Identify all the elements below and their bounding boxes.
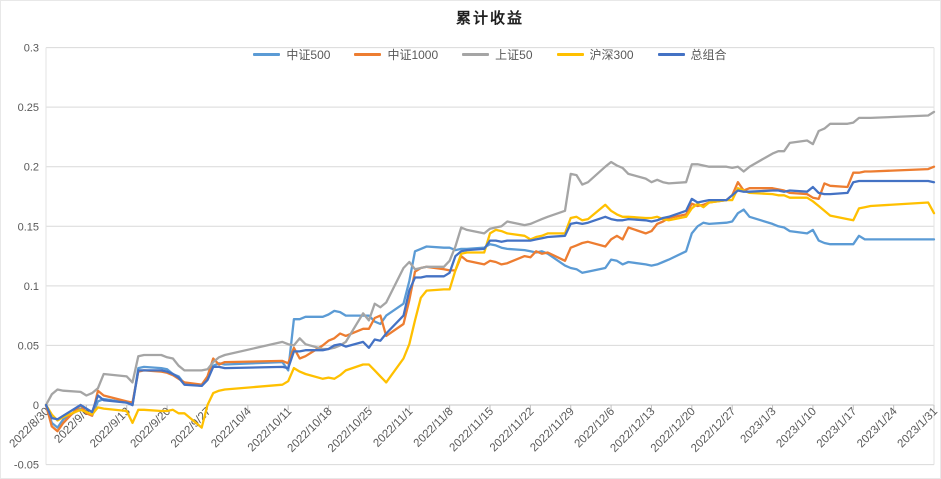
series-line-沪深300 <box>44 187 936 429</box>
x-axis-tick-label: 2022/11/1 <box>371 406 415 450</box>
legend-item-shangzheng50: 上证50 <box>462 46 533 63</box>
legend-item-hushen300: 沪深300 <box>556 46 634 63</box>
legend-item-zhongzheng1000: 中证1000 <box>354 46 438 63</box>
series-line-中证1000 <box>44 165 936 433</box>
y-axis-tick-label: 0.05 <box>18 340 39 352</box>
x-axis-tick-label: 2023/1/24 <box>855 405 900 450</box>
legend-item-zongzuhe: 总组合 <box>657 46 727 63</box>
series-line-上证50 <box>44 110 936 407</box>
y-axis-tick-label: -0.05 <box>14 460 39 472</box>
legend-label-hushen300: 沪深300 <box>589 48 634 62</box>
legend-label-zhongzheng500: 中证500 <box>286 48 331 62</box>
y-axis-tick-label: 0.25 <box>18 102 39 114</box>
y-axis-tick-label: 0.15 <box>18 221 39 233</box>
legend-swatch-zhongzheng500 <box>253 53 281 56</box>
legend-label-zhongzheng1000: 中证1000 <box>387 48 439 62</box>
y-axis-tick-label: 0.3 <box>24 43 39 55</box>
legend-swatch-zongzuhe <box>657 53 685 56</box>
legend-item-zhongzheng500: 中证500 <box>253 46 330 63</box>
legend-swatch-shangzheng50 <box>462 53 490 56</box>
legend-label-shangzheng50: 上证50 <box>495 48 533 62</box>
x-axis-tick-label: 2023/1/17 <box>815 406 860 451</box>
y-axis-tick-label: 0.2 <box>24 162 39 174</box>
legend-swatch-zhongzheng1000 <box>354 53 382 56</box>
x-axis-tick-label: 2023/1/10 <box>774 406 819 451</box>
x-axis-tick-label: 2022/8/30 <box>7 406 52 451</box>
x-axis-tick-label: 2022/11/29 <box>528 406 577 455</box>
legend-label-zongzuhe: 总组合 <box>690 48 727 62</box>
legend-swatch-hushen300 <box>556 53 584 56</box>
x-axis-tick-label: 2022/9/20 <box>129 406 174 451</box>
y-axis-tick-label: 0 <box>33 400 39 412</box>
x-axis-tick-label: 2023/1/3 <box>739 406 779 446</box>
x-axis-tick-label: 2023/1/31 <box>895 406 940 451</box>
chart-title: 累计收益 <box>455 10 524 27</box>
series-line-总组合 <box>44 179 936 421</box>
chart-legend: 中证500 中证1000 上证50 沪深300 总组合 <box>46 46 934 63</box>
y-axis-tick-label: 0.1 <box>24 281 39 293</box>
